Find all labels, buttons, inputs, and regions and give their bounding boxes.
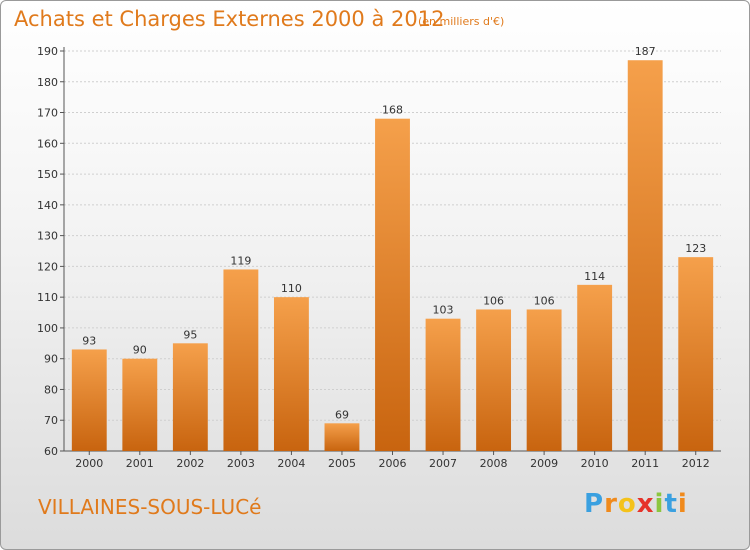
logo-letter: x [636, 489, 655, 519]
y-tick-label: 60 [44, 445, 58, 458]
logo-letter: P [584, 489, 605, 519]
y-tick-label: 140 [37, 199, 58, 212]
logo-letter: t [664, 489, 678, 519]
bar-2003 [223, 269, 259, 451]
data-label-2012: 123 [685, 242, 706, 255]
y-tick-label: 160 [37, 137, 58, 150]
bar-2001 [122, 358, 158, 451]
labels: 60 70 80 90 100 110 120 130 140 150 160 170 180 190 93… [37, 45, 710, 470]
bar-2006 [375, 118, 410, 451]
data-label-2002: 95 [183, 328, 197, 341]
data-label-2011: 187 [635, 45, 656, 58]
x-tick-label-2011: 2011 [631, 457, 659, 470]
y-tick-label: 130 [37, 230, 58, 243]
x-tick-label-2005: 2005 [328, 457, 356, 470]
data-label-2000: 93 [82, 334, 96, 347]
y-tick-label: 150 [37, 168, 58, 181]
data-label-2007: 103 [433, 304, 454, 317]
data-label-2006: 168 [382, 104, 403, 117]
y-tick-label: 190 [37, 45, 58, 58]
data-label-2009: 106 [534, 294, 555, 307]
logo-letter: i [654, 489, 665, 519]
data-label-2004: 110 [281, 282, 302, 295]
bar-2002 [172, 343, 208, 451]
y-tick-label: 90 [44, 353, 58, 366]
chart-subtitle: (en milliers d'€) [418, 15, 505, 28]
bar-2000 [71, 349, 107, 451]
y-tick-label: 170 [37, 107, 58, 120]
bar-2005 [324, 423, 360, 451]
x-tick-label-2006: 2006 [379, 457, 407, 470]
x-tick-label-2009: 2009 [530, 457, 558, 470]
y-tick-label: 70 [44, 414, 58, 427]
x-tick-label-2001: 2001 [126, 457, 154, 470]
logo-letter: r [604, 489, 618, 519]
x-tick-label-2002: 2002 [176, 457, 204, 470]
x-tick-label-2004: 2004 [277, 457, 305, 470]
bar-2011 [627, 60, 663, 451]
y-tick-label: 110 [37, 291, 58, 304]
city-name: VILLAINES-SOUS-LUCé [38, 495, 262, 519]
x-tick-label-2003: 2003 [227, 457, 255, 470]
bar-2008 [476, 309, 512, 451]
y-tick-label: 120 [37, 260, 58, 273]
data-label-2005: 69 [335, 408, 349, 421]
x-tick-label-2012: 2012 [682, 457, 710, 470]
bar-2009 [526, 309, 562, 451]
bars [71, 60, 714, 451]
bar-2012 [678, 257, 714, 451]
bar-2010 [577, 284, 613, 451]
x-tick-label-2000: 2000 [75, 457, 103, 470]
proxiti-logo: Proxiti [584, 489, 688, 519]
data-label-2001: 90 [133, 344, 147, 357]
y-tick-label: 80 [44, 383, 58, 396]
y-tick-label: 180 [37, 76, 58, 89]
x-tick-label-2010: 2010 [581, 457, 609, 470]
data-label-2003: 119 [230, 254, 251, 267]
x-tick-label-2008: 2008 [480, 457, 508, 470]
logo-letter: o [617, 489, 637, 519]
bar-2007 [425, 318, 461, 451]
logo-letter: i [677, 489, 688, 519]
bar-2004 [273, 297, 309, 451]
x-tick-label-2007: 2007 [429, 457, 457, 470]
data-label-2008: 106 [483, 294, 504, 307]
data-label-2010: 114 [584, 270, 605, 283]
chart-title: Achats et Charges Externes 2000 à 2012 [14, 7, 445, 31]
y-tick-label: 100 [37, 322, 58, 335]
